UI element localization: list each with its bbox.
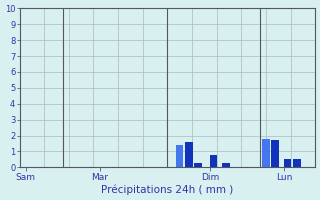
Bar — [185, 142, 193, 167]
Bar — [176, 145, 183, 167]
Bar — [271, 140, 279, 167]
Bar — [194, 163, 202, 167]
Bar — [210, 155, 217, 167]
Bar — [222, 163, 230, 167]
Bar — [293, 159, 300, 167]
Bar — [262, 139, 270, 167]
X-axis label: Précipitations 24h ( mm ): Précipitations 24h ( mm ) — [101, 185, 234, 195]
Bar — [284, 159, 291, 167]
